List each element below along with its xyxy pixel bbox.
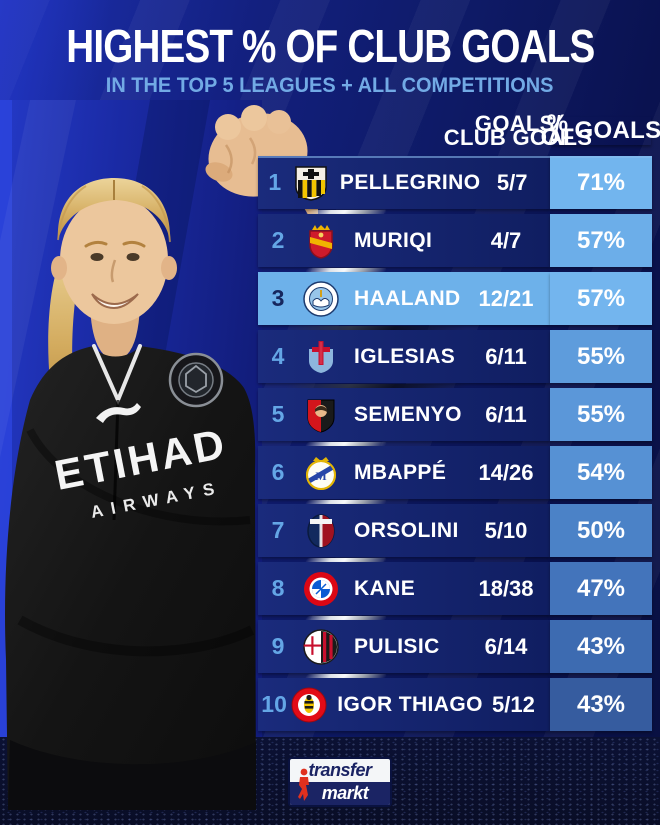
goals-ratio: 18/38 — [478, 575, 534, 601]
player-name: SEMENYO — [354, 402, 462, 426]
player-name: MURIQI — [354, 228, 433, 252]
rank-cell: 5 — [271, 401, 285, 427]
column-header-goals: GOALS/ CLUB GOALS — [443, 111, 593, 150]
pct-cell: 55% — [550, 388, 652, 441]
face — [51, 196, 177, 324]
page-subtitle: IN THE TOP 5 LEAGUES + ALL COMPETITIONS — [106, 74, 554, 97]
rank-cell: 9 — [271, 633, 285, 659]
rank-cell: 7 — [271, 517, 285, 543]
pct-cell: 43% — [550, 620, 652, 673]
player-name: ORSOLINI — [354, 518, 459, 542]
player-name: PULISIC — [354, 634, 440, 658]
celta-vigo-crest-icon — [298, 339, 344, 375]
svg-text:M: M — [315, 469, 326, 483]
table-row: 5 SEMENYO 6/11 55% — [258, 388, 652, 441]
real-madrid-crest-icon: M — [298, 455, 344, 491]
page-title: HIGHEST % OF CLUB GOALS — [65, 20, 595, 72]
bologna-crest-icon — [298, 513, 344, 549]
pct-cell: 71% — [550, 156, 652, 209]
ranking-table: 1 PELLEGRINO 5/7 71% 2 MURIQI 4/7 57% — [258, 156, 652, 736]
column-header-pct: % OF GOALS — [540, 110, 660, 151]
rank-cell: 2 — [271, 227, 285, 253]
table-row: 7 ORSOLINI 5/10 50% — [258, 504, 652, 557]
goals-ratio: 12/21 — [478, 285, 534, 311]
pct-cell: 57% — [550, 272, 652, 325]
player-name: PELLEGRINO — [339, 170, 481, 194]
goals-ratio: 14/26 — [478, 459, 534, 485]
goals-ratio: 5/7 — [496, 169, 528, 195]
rank-cell: 1 — [268, 169, 282, 195]
ac-milan-crest-icon — [298, 628, 344, 665]
jacket: ETIHAD AIRWAYS — [5, 344, 256, 810]
rank-cell: 4 — [271, 343, 285, 369]
pct-cell: 43% — [550, 678, 652, 731]
player-name: IGOR THIAGO — [337, 692, 483, 716]
pct-cell: 54% — [550, 446, 652, 499]
mallorca-crest-icon — [298, 223, 344, 259]
table-row: 4 IGLESIAS 6/11 55% — [258, 330, 652, 383]
goals-ratio: 5/10 — [484, 517, 528, 543]
logo-text-transfer: transfer — [308, 760, 372, 780]
goals-ratio: 6/14 — [484, 633, 528, 659]
table-row: 10 IGOR THIAGO 5/12 43% — [258, 678, 652, 731]
pct-cell: 55% — [550, 330, 652, 383]
logo-text-markt: markt — [321, 783, 369, 803]
table-row: 8 KANE 18/38 47% — [258, 562, 652, 615]
table-row: 6 M MBAPPÉ 14/26 54% — [258, 446, 652, 499]
goals-ratio: 6/11 — [485, 401, 527, 427]
player-photo-haaland: ETIHAD AIRWAYS — [0, 100, 318, 810]
pct-cell: 57% — [550, 214, 652, 267]
table-row: 9 PULISIC 6/14 43% — [258, 620, 652, 673]
table-row: 1 PELLEGRINO 5/7 71% — [258, 156, 652, 209]
bayern-crest-icon — [298, 571, 344, 607]
man-city-crest-icon — [298, 280, 344, 317]
transfermarkt-logo: transfer markt — [288, 757, 392, 807]
hair — [57, 178, 171, 242]
rank-cell: 8 — [271, 575, 285, 601]
table-row-highlighted: 3 HAALAND 12/21 57% — [258, 272, 652, 325]
puma-logo-icon — [96, 403, 141, 423]
bournemouth-crest-icon — [298, 397, 344, 433]
goals-ratio: 6/11 — [485, 343, 527, 369]
player-name: HAALAND — [354, 286, 461, 310]
player-name: IGLESIAS — [354, 344, 456, 368]
parma-crest-icon — [291, 165, 329, 201]
player-name: MBAPPÉ — [354, 460, 447, 484]
pct-cell: 47% — [550, 562, 652, 615]
goals-ratio: 5/12 — [491, 691, 535, 717]
pct-cell: 50% — [550, 504, 652, 557]
brentford-crest-icon — [290, 687, 327, 723]
goals-ratio: 4/7 — [490, 227, 522, 253]
transfermarkt-figure-icon — [298, 768, 309, 801]
table-row: 2 MURIQI 4/7 57% — [258, 214, 652, 267]
rank-cell: 3 — [271, 285, 285, 311]
rank-cell: 6 — [271, 459, 285, 485]
rank-cell: 10 — [261, 691, 287, 717]
player-name: KANE — [354, 576, 416, 600]
